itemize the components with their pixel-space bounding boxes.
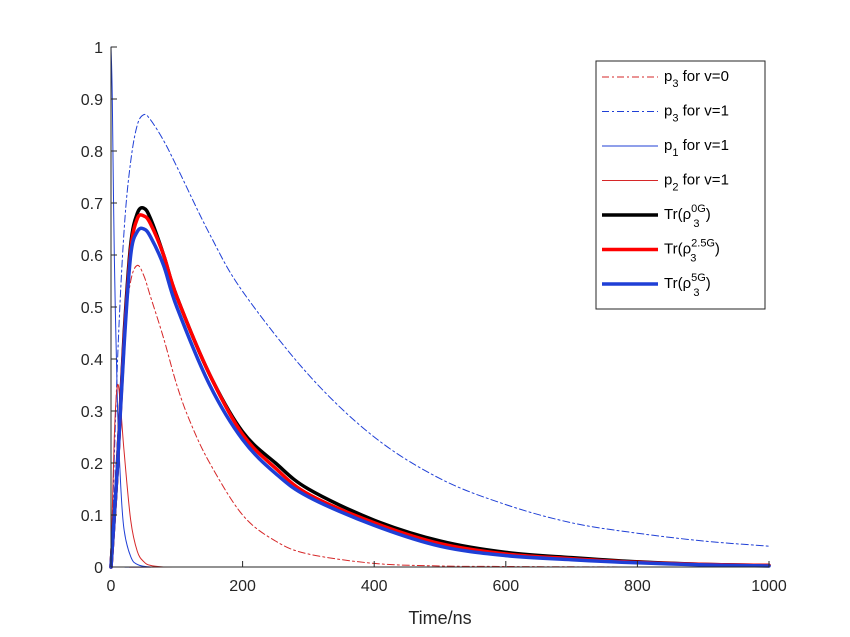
series-line-2 (110, 113, 770, 568)
x-tick-label: 800 (624, 578, 651, 595)
legend-label-5: Tr(ρ0G 3) (664, 203, 711, 230)
series-line-7 (109, 226, 771, 569)
tick-labels: 0 200 400 600 800 1000 0 0.1 0.2 0.3 0.4 0.5 0.6 0.7 0… (81, 40, 787, 595)
x-tick-label: 1000 (751, 578, 787, 595)
y-tick-label: 0.5 (81, 300, 103, 317)
legend-label-7: Tr(ρ5G 3) (664, 272, 711, 299)
y-tick-label: 1 (94, 40, 103, 57)
y-tick-label: 0.9 (81, 92, 103, 109)
legend-label-2: p3 for v=1 (664, 103, 729, 125)
y-tick-label: 0.2 (81, 456, 103, 473)
axes (110, 46, 770, 568)
x-tick-label: 600 (492, 578, 519, 595)
x-tick-label: 200 (229, 578, 256, 595)
legend-label-3: p1 for v=1 (664, 137, 729, 159)
y-tick-label: 0.4 (81, 352, 103, 369)
y-tick-label: 0 (94, 560, 103, 577)
legend: p3 for v=0 p3 for v=1 p1 for v=1 p2 for v=1… (595, 60, 766, 310)
x-tick-label: 400 (361, 578, 388, 595)
y-tick-label: 0.7 (81, 196, 103, 213)
legend-label-6: Tr(ρ2.5G 3) (664, 238, 720, 265)
series-line-1 (110, 264, 770, 568)
legend-label-1: p3 for v=0 (664, 68, 729, 90)
y-tick-label: 0.6 (81, 248, 103, 265)
y-tick-label: 0.3 (81, 404, 103, 421)
x-axis-label: Time/ns (408, 608, 471, 628)
y-tick-label: 0.8 (81, 144, 103, 161)
legend-label-4: p2 for v=1 (664, 172, 729, 194)
y-tick-label: 0.1 (81, 508, 103, 525)
legend-box (595, 60, 766, 310)
x-tick-label: 0 (107, 578, 116, 595)
